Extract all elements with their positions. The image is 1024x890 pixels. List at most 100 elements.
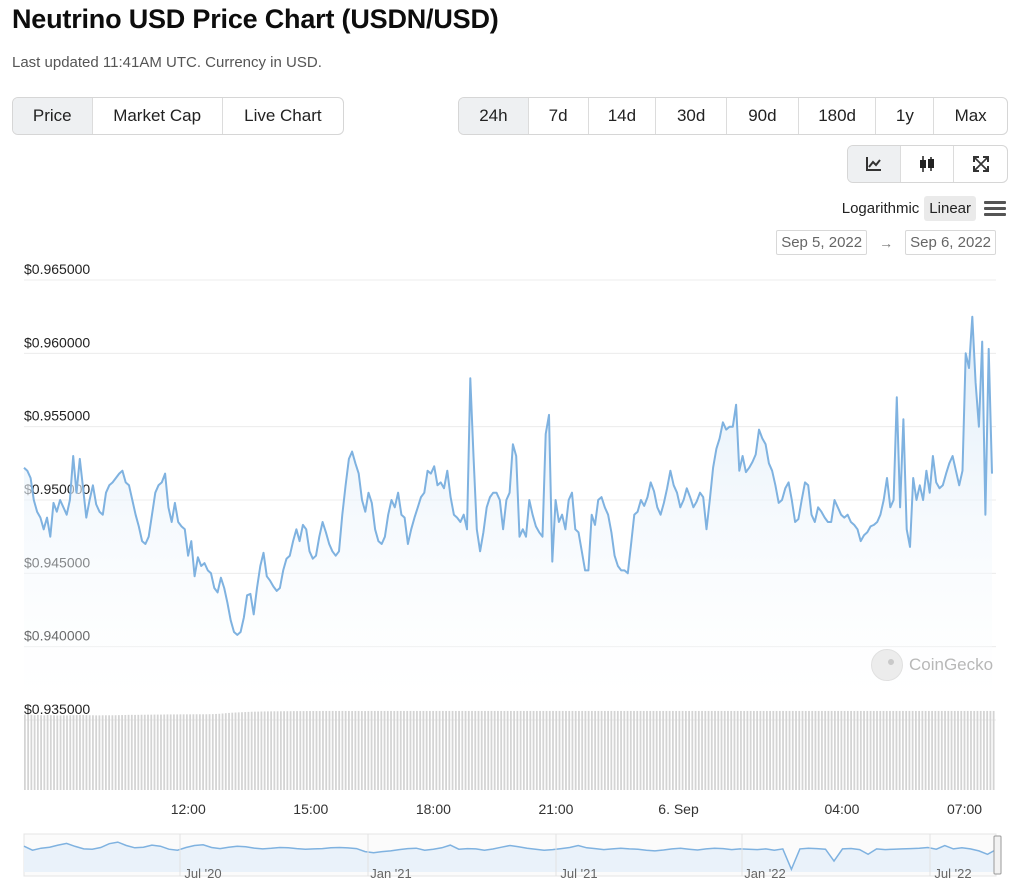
volume-bar: [620, 710, 622, 790]
volume-bar: [260, 711, 263, 790]
volume-bar: [814, 710, 817, 790]
volume-bar: [273, 711, 276, 790]
range-90d[interactable]: 90d: [727, 98, 799, 134]
range-30d[interactable]: 30d: [656, 98, 728, 134]
volume-bar: [992, 710, 995, 790]
volume-bar: [516, 710, 519, 790]
volume-bar: [318, 711, 321, 790]
volume-bar: [484, 710, 486, 790]
range-1y[interactable]: 1y: [876, 98, 935, 134]
volume-bar: [940, 710, 943, 790]
watermark-text: CoinGecko: [909, 655, 994, 674]
volume-bar: [905, 710, 908, 790]
range-14d[interactable]: 14d: [589, 98, 657, 134]
volume-bar: [746, 710, 749, 790]
volume-bar: [749, 710, 752, 790]
volume-bar: [931, 710, 933, 790]
volume-bar: [519, 710, 522, 790]
volume-bar: [895, 710, 898, 790]
volume-bar: [40, 715, 42, 790]
volume-bar: [665, 710, 668, 790]
volume-bar: [889, 710, 891, 790]
volume-bar: [571, 710, 574, 790]
candlestick-button[interactable]: [901, 146, 954, 182]
volume-bar: [441, 710, 444, 790]
volume-bar: [114, 715, 117, 790]
volume-bar: [506, 710, 509, 790]
volume-bar: [305, 711, 308, 790]
volume-bar: [299, 711, 302, 790]
volume-bar: [412, 710, 415, 790]
chart-menu-icon[interactable]: [984, 198, 1006, 219]
volume-bar: [859, 710, 862, 790]
volume-bar: [153, 714, 156, 790]
volume-bar: [186, 714, 188, 790]
range-max[interactable]: Max: [954, 106, 987, 125]
volume-bar: [989, 710, 992, 790]
linear-option[interactable]: Linear: [924, 196, 976, 221]
volume-bar: [633, 710, 635, 790]
volume-bar: [182, 714, 185, 790]
logarithmic-option[interactable]: Logarithmic: [841, 200, 920, 217]
range-7d[interactable]: 7d: [529, 98, 589, 134]
volume-bar: [918, 710, 921, 790]
volume-bar: [134, 714, 136, 790]
last-updated-text: Last updated 11:41AM UTC. Currency in US…: [12, 54, 322, 71]
volume-bar: [555, 710, 558, 790]
volume-bar: [406, 710, 409, 790]
volume-bar: [497, 710, 499, 790]
volume-bar: [198, 714, 201, 790]
volume-bar: [756, 710, 759, 790]
volume-bar: [296, 711, 298, 790]
volume-bar: [765, 710, 768, 790]
volume-bar: [535, 710, 538, 790]
volume-bar: [736, 710, 739, 790]
price-chart[interactable]: $0.965000$0.960000$0.955000$0.950000$0.9…: [0, 260, 1024, 890]
volume-bar: [292, 711, 295, 790]
volume-bar: [435, 710, 438, 790]
volume-bar: [438, 710, 441, 790]
volume-bar: [597, 710, 600, 790]
range-24h[interactable]: 24h: [459, 98, 529, 134]
volume-bar: [850, 710, 852, 790]
volume-bar: [33, 715, 36, 790]
volume-bar: [944, 710, 946, 790]
volume-bar: [422, 710, 425, 790]
volume-bar: [594, 710, 597, 790]
fullscreen-button[interactable]: [954, 146, 1007, 182]
volume-bar: [584, 710, 587, 790]
volume-bar: [309, 711, 311, 790]
x-tick-label: 6. Sep: [658, 801, 699, 817]
volume-bar: [179, 714, 182, 790]
volume-bar: [691, 710, 694, 790]
volume-bar: [743, 710, 746, 790]
tab-live-chart[interactable]: Live Chart: [244, 106, 322, 125]
volume-bar: [312, 711, 315, 790]
volume-bar: [924, 710, 927, 790]
volume-bar: [445, 710, 447, 790]
tab-market-cap[interactable]: Market Cap: [93, 98, 223, 134]
volume-bar: [43, 715, 46, 790]
volume-bar: [837, 710, 840, 790]
volume-bar: [953, 710, 956, 790]
volume-bar: [892, 710, 895, 790]
volume-bar: [72, 715, 75, 790]
volume-bar: [208, 714, 211, 790]
line-chart-button[interactable]: [848, 146, 901, 182]
volume-bar: [701, 710, 703, 790]
volume-bar: [24, 714, 26, 790]
volume-bar: [885, 710, 888, 790]
volume-bar: [85, 715, 88, 790]
volume-bar: [947, 710, 950, 790]
volume-bar: [769, 710, 771, 790]
navigator-handle[interactable]: [993, 835, 1002, 875]
tab-price[interactable]: Price: [13, 98, 93, 134]
date-from-input[interactable]: Sep 5, 2022: [776, 230, 868, 255]
navigator-line: [23, 841, 997, 872]
volume-bar: [694, 710, 697, 790]
date-to-input[interactable]: Sep 6, 2022: [905, 230, 996, 255]
volume-bar: [668, 710, 671, 790]
x-tick-label: 21:00: [538, 801, 573, 817]
range-180d[interactable]: 180d: [799, 98, 877, 134]
volume-bar: [121, 715, 123, 790]
